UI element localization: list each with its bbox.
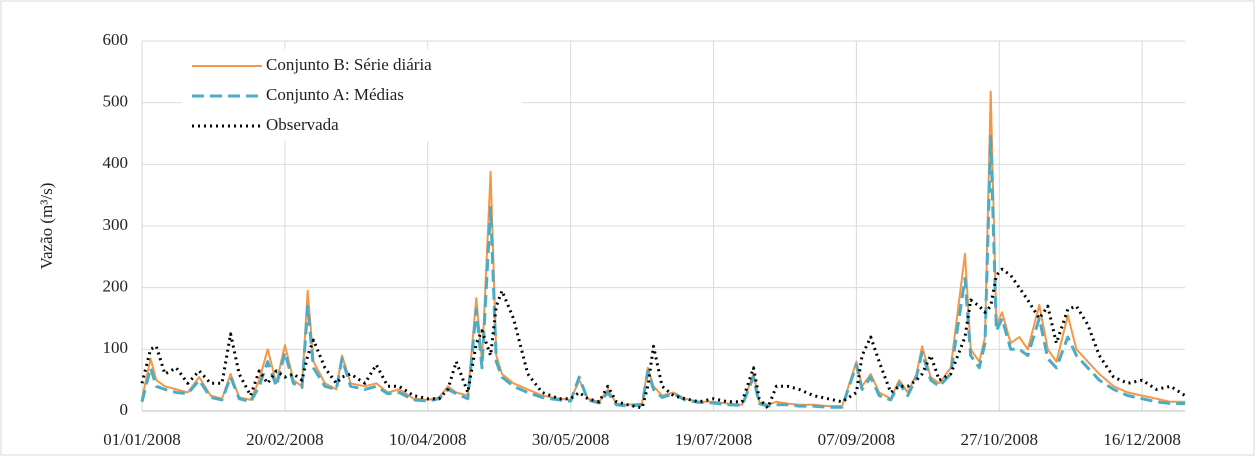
x-tick-label: 16/12/2008 — [1103, 430, 1180, 449]
legend-label: Observada — [266, 115, 339, 134]
x-tick-label: 01/01/2008 — [103, 430, 180, 449]
y-tick-label: 500 — [103, 92, 129, 111]
x-tick-label: 19/07/2008 — [675, 430, 752, 449]
y-axis-label: Vazão (m³/s) — [37, 183, 56, 270]
x-tick-label: 27/10/2008 — [961, 430, 1038, 449]
y-tick-label: 0 — [120, 400, 129, 419]
x-tick-label: 07/09/2008 — [818, 430, 895, 449]
y-tick-label: 600 — [103, 30, 129, 49]
y-tick-label: 400 — [103, 153, 129, 172]
x-tick-label: 20/02/2008 — [246, 430, 323, 449]
legend-label: Conjunto B: Série diária — [266, 55, 432, 74]
data-line — [140, 135, 1185, 409]
y-tick-label: 100 — [103, 338, 129, 357]
data-line — [140, 267, 1186, 410]
y-tick-label: 200 — [103, 277, 129, 296]
legend-label: Conjunto A: Médias — [266, 85, 404, 104]
x-tick-label: 10/04/2008 — [389, 430, 466, 449]
x-tick-label: 30/05/2008 — [532, 430, 609, 449]
y-tick-label: 300 — [103, 215, 129, 234]
